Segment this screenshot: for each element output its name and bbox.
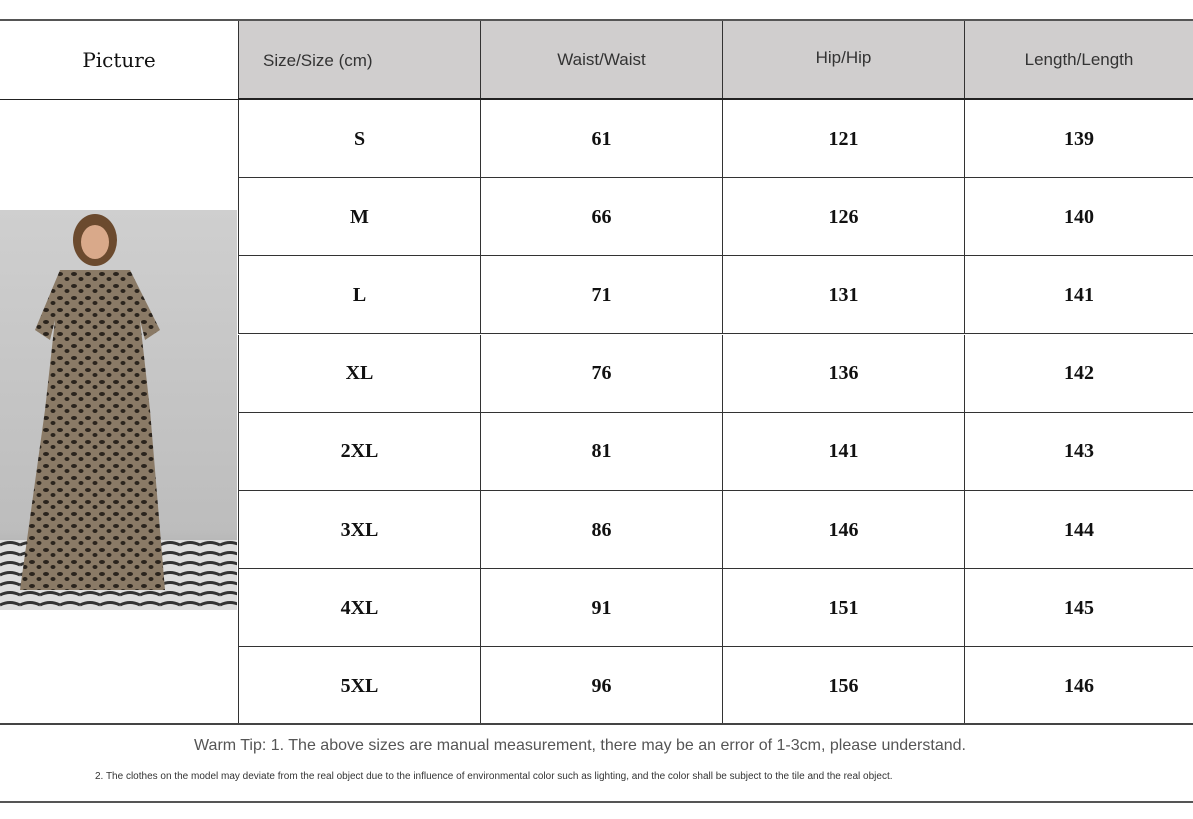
warm-tip-1: Warm Tip: 1. The above sizes are manual … [194,737,966,754]
header-waist: Waist/Waist [480,21,722,99]
cell-length: 145 [964,569,1193,648]
table-row: 5XL 96 156 146 [238,647,1193,726]
cell-length: 144 [964,491,1193,569]
table-row: XL 76 136 142 [238,334,1193,413]
cell-length: 141 [964,256,1193,335]
cell-hip: 121 [722,100,964,178]
table-row: S 61 121 139 [238,100,1193,178]
cell-length: 140 [964,178,1193,257]
cell-size: L [238,256,480,335]
cell-hip: 126 [722,178,964,257]
cell-size: 3XL [238,491,480,569]
cell-waist: 96 [480,647,722,726]
header-hip: Hip/Hip [722,21,964,99]
cell-hip: 131 [722,256,964,335]
size-chart-table: Picture Size/Size (cm) Waist/Waist Hip/H… [0,19,1193,726]
cell-size: 5XL [238,647,480,726]
cell-size: 4XL [238,569,480,648]
cell-waist: 76 [480,334,722,413]
cell-hip: 141 [722,412,964,491]
table-row: L 71 131 141 [238,256,1193,335]
cell-waist: 91 [480,569,722,648]
table-row: 3XL 86 146 144 [238,491,1193,569]
cell-hip: 156 [722,647,964,726]
cell-waist: 66 [480,178,722,257]
cell-length: 146 [964,647,1193,726]
cell-length: 139 [964,100,1193,178]
cell-size: M [238,178,480,257]
cell-hip: 151 [722,569,964,648]
cell-hip: 136 [722,334,964,413]
cell-size: XL [238,334,480,413]
cell-size: S [238,100,480,178]
cell-hip: 146 [722,491,964,569]
header-length: Length/Length [964,21,1193,99]
cell-length: 142 [964,334,1193,413]
table-row: 2XL 81 141 143 [238,412,1193,491]
product-photo [0,210,237,610]
table-row: 4XL 91 151 145 [238,569,1193,648]
cell-waist: 71 [480,256,722,335]
header-size: Size/Size (cm) [238,21,480,99]
cell-length: 143 [964,412,1193,491]
warm-tip-2: 2. The clothes on the model may deviate … [95,771,893,782]
picture-header: Picture [0,21,238,100]
cell-waist: 81 [480,412,722,491]
cell-waist: 86 [480,491,722,569]
table-row: M 66 126 140 [238,178,1193,257]
cell-size: 2XL [238,412,480,491]
cell-waist: 61 [480,100,722,178]
